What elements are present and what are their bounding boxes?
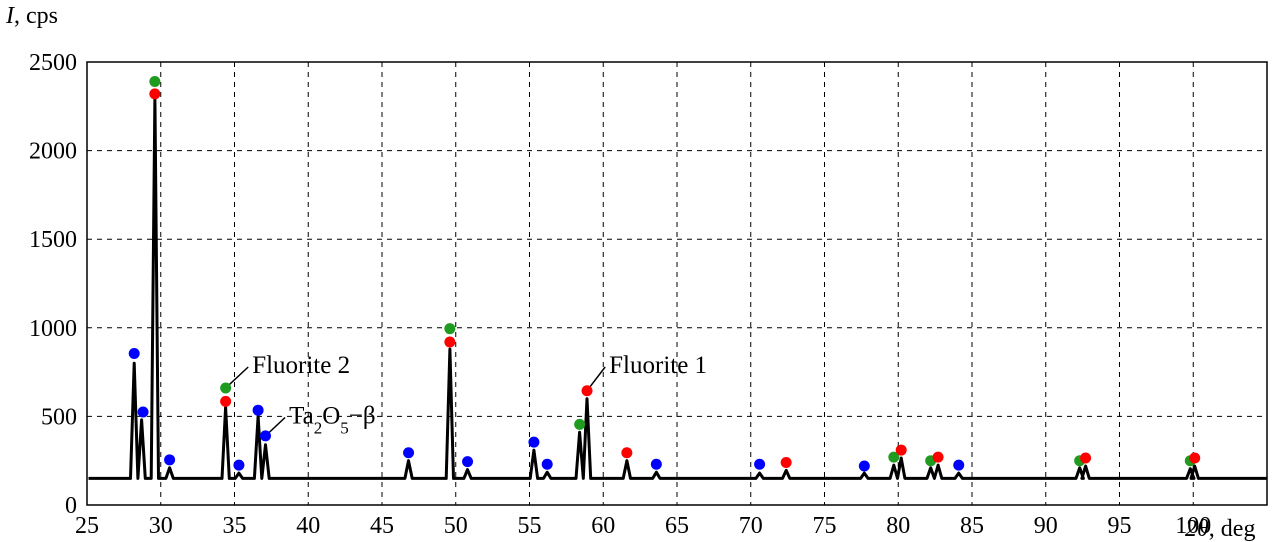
blue-phase-marker bbox=[528, 436, 540, 448]
y-tick-label: 0 bbox=[65, 493, 77, 519]
plot-frame bbox=[86, 61, 1268, 506]
fluorite-1-label: Fluorite 1 bbox=[609, 352, 707, 379]
blue-phase-marker bbox=[858, 460, 870, 472]
x-axis-unit: , deg bbox=[1209, 516, 1256, 542]
red-phase-marker bbox=[621, 447, 633, 459]
red-phase-marker bbox=[932, 451, 944, 463]
blue-phase-marker bbox=[754, 458, 766, 470]
x-tick-label: 70 bbox=[739, 513, 763, 539]
red-phase-marker bbox=[220, 395, 232, 407]
blue-phase-marker bbox=[403, 447, 415, 459]
x-tick-label: 40 bbox=[296, 513, 320, 539]
axis-ticks: 25 30 35 40 45 50 55 60 65 70 75 80 85 90 95 1000500100… bbox=[29, 50, 1211, 539]
blue-phase-marker bbox=[462, 456, 474, 468]
red-phase-marker bbox=[149, 88, 161, 100]
x-tick-label: 45 bbox=[370, 513, 394, 539]
green-phase-marker bbox=[444, 323, 456, 335]
green-phase-marker bbox=[220, 382, 232, 394]
x-tick-label: 75 bbox=[813, 513, 837, 539]
blue-phase-marker bbox=[128, 347, 140, 359]
y-tick-label: 1000 bbox=[29, 316, 77, 342]
red-phase-marker bbox=[581, 385, 593, 397]
x-tick-label: 80 bbox=[886, 513, 910, 539]
phase-markers bbox=[128, 75, 1201, 472]
x-tick-label: 55 bbox=[518, 513, 542, 539]
fluorite-2-label: Fluorite 2 bbox=[252, 352, 350, 379]
ta2o5-beta-label: Ta2O5−β bbox=[289, 402, 376, 437]
x-tick-label: 25 bbox=[75, 513, 99, 539]
x-tick-label: 90 bbox=[1034, 513, 1058, 539]
y-tick-label: 2000 bbox=[29, 139, 77, 165]
green-phase-marker bbox=[888, 451, 900, 463]
y-axis-unit: , cps bbox=[14, 3, 58, 29]
x-tick-label: 100 bbox=[1175, 513, 1211, 539]
red-phase-marker bbox=[895, 444, 907, 456]
blue-phase-marker bbox=[650, 458, 662, 470]
x-tick-label: 85 bbox=[960, 513, 984, 539]
y-tick-label: 500 bbox=[41, 404, 77, 430]
blue-phase-marker bbox=[233, 459, 245, 471]
blue-phase-marker bbox=[259, 430, 271, 442]
red-phase-marker bbox=[1080, 452, 1092, 464]
y-axis-title: I, cps bbox=[5, 3, 58, 29]
red-phase-marker bbox=[1189, 452, 1201, 464]
blue-phase-marker bbox=[953, 459, 965, 471]
grid-lines bbox=[87, 62, 1267, 505]
y-tick-label: 1500 bbox=[29, 227, 77, 253]
blue-phase-marker bbox=[252, 404, 264, 416]
x-tick-label: 65 bbox=[665, 513, 689, 539]
green-phase-marker bbox=[574, 418, 586, 430]
x-tick-label: 50 bbox=[444, 513, 468, 539]
diffraction-pattern-line bbox=[88, 95, 1267, 480]
x-axis-title: 2θ, deg bbox=[1185, 516, 1255, 542]
red-phase-marker bbox=[780, 456, 792, 468]
blue-phase-marker bbox=[164, 454, 176, 466]
annotations: Fluorite 2 Fluorite 1 Ta2O5−β bbox=[225, 352, 707, 437]
green-phase-marker bbox=[149, 75, 161, 87]
x-axis-variable: 2θ bbox=[1185, 516, 1209, 542]
y-tick-label: 2500 bbox=[29, 50, 77, 76]
blue-phase-marker bbox=[541, 458, 553, 470]
blue-phase-marker bbox=[137, 406, 149, 418]
x-tick-label: 30 bbox=[149, 513, 173, 539]
x-tick-label: 60 bbox=[591, 513, 615, 539]
x-tick-label: 95 bbox=[1108, 513, 1132, 539]
y-axis-variable: I bbox=[5, 3, 15, 29]
x-tick-label: 35 bbox=[223, 513, 247, 539]
red-phase-marker bbox=[444, 336, 456, 348]
